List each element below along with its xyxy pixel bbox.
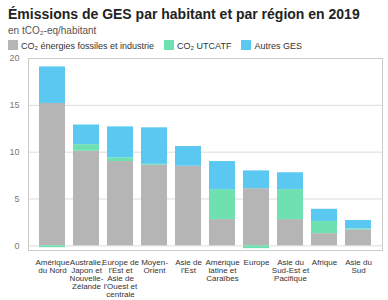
svg-text:Asie duSud: Asie duSud xyxy=(345,258,372,275)
svg-text:Amériquedu Nord: Amériquedu Nord xyxy=(35,258,70,275)
html-text:CO₂ UTCATF: CO₂ UTCATF xyxy=(177,41,232,51)
svg-text:10: 10 xyxy=(9,147,19,157)
svg-text:Europe: Europe xyxy=(244,258,270,267)
svg-text:20: 20 xyxy=(9,53,19,63)
svg-text:Afrique: Afrique xyxy=(312,258,338,267)
html-text:CO₂ énergies fossiles et indus: CO₂ énergies fossiles et industrie xyxy=(21,41,155,51)
svg-text:Asie del'Est: Asie del'Est xyxy=(175,258,202,275)
svg-text:15: 15 xyxy=(9,100,19,110)
svg-text:5: 5 xyxy=(14,194,19,204)
html-text:Autres GES: Autres GES xyxy=(254,41,302,51)
svg-text:0: 0 xyxy=(14,241,19,251)
html-text:en tCO₂-eq/habitant: en tCO₂-eq/habitant xyxy=(8,25,97,36)
svg-text:Australie,Japon etNouvelle-Zél: Australie,Japon etNouvelle-Zélande xyxy=(70,258,104,291)
svg-text:Europe del'Est etAsie del'Oues: Europe del'Est etAsie del'Ouest etcentra… xyxy=(102,258,139,298)
svg-text:Asie duSud-Est etPacifique: Asie duSud-Est etPacifique xyxy=(272,258,310,283)
svg-text:Moyen-Orient: Moyen-Orient xyxy=(141,258,168,275)
html-text:Émissions de GES par habitant: Émissions de GES par habitant et par rég… xyxy=(8,6,360,22)
svg-text:Amériquelatine etCaraïbes: Amériquelatine etCaraïbes xyxy=(205,258,240,283)
